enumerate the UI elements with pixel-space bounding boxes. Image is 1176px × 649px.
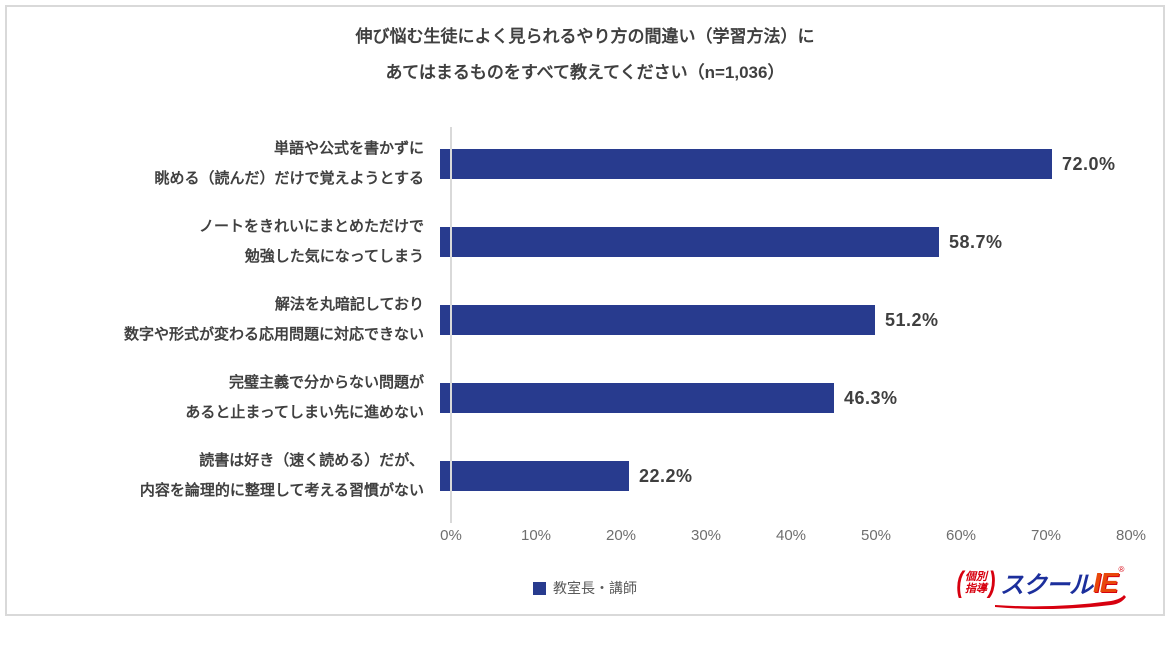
x-tick: 30% [690,527,722,544]
logo-registered-mark: ® [1118,565,1125,574]
y-axis-line [450,127,452,523]
x-tick: 20% [605,527,637,544]
x-tick: 0% [440,527,462,544]
value-label: 51.2% [885,309,939,330]
logo-ie-text: IE [1093,566,1118,598]
x-tick: 10% [520,527,552,544]
legend: 教室長・講師 [7,577,1163,599]
logo-swoosh-left: ( [956,565,964,599]
category-row: 単語や公式を書かずに 眺める（読んだ）だけで覚えようとする 72.0% [7,125,1163,203]
logo-swoosh-right: ) [988,565,996,599]
legend-label: 教室長・講師 [553,580,637,596]
bar [440,461,629,491]
chart-title-line2: あてはまるものをすべて教えてください（n=1,036） [385,62,785,82]
category-row: 完璧主義で分からない問題が あると止まってしまい先に進めない 46.3% [7,359,1163,437]
logo-school-text: スクール [1000,572,1093,599]
value-label: 72.0% [1062,153,1116,174]
category-row: 解法を丸暗記しており 数字や形式が変わる応用問題に対応できない 51.2% [7,281,1163,359]
chart-title: 伸び悩む生徒によく見られるやり方の間違い（学習方法）に あてはまるものをすべて教… [7,19,1163,90]
category-row: ノートをきれいにまとめただけで 勉強した気になってしまう 58.7% [7,203,1163,281]
x-tick: 80% [1115,527,1147,544]
category-label: 解法を丸暗記しており 数字や形式が変わる応用問題に対応できない [123,296,424,343]
bar [440,227,939,257]
category-label: ノートをきれいにまとめただけで 勉強した気になってしまう [198,218,424,265]
x-tick: 50% [860,527,892,544]
school-ie-logo: ( 個別 指導 ) スクール IE ® [955,559,1135,611]
logo-underline-swoosh-icon [995,595,1126,609]
category-row: 読書は好き（速く読める）だが、 内容を論理的に整理して考える習慣がない 22.2… [7,437,1163,515]
category-label: 読書は好き（速く読める）だが、 内容を論理的に整理して考える習慣がない [139,452,424,499]
x-tick: 70% [1030,527,1062,544]
chart-frame: 伸び悩む生徒によく見られるやり方の間違い（学習方法）に あてはまるものをすべて教… [5,5,1165,616]
x-tick: 60% [945,527,977,544]
bar [440,149,1052,179]
x-tick: 40% [775,527,807,544]
bar [440,383,834,413]
category-label: 完璧主義で分からない問題が あると止まってしまい先に進めない [185,374,424,421]
plot-area: 単語や公式を書かずに 眺める（読んだ）だけで覚えようとする 72.0% ノートを… [7,125,1163,523]
value-label: 58.7% [949,231,1003,252]
logo-kobetsu-shido: 個別 指導 [965,570,987,595]
category-label: 単語や公式を書かずに 眺める（読んだ）だけで覚えようとする [154,140,424,187]
value-label: 22.2% [639,465,693,486]
bar [440,305,875,335]
x-axis: 0% 10% 20% 30% 40% 50% 60% 70% 80% [440,527,1146,549]
chart-title-line1: 伸び悩む生徒によく見られるやり方の間違い（学習方法）に [355,27,815,46]
legend-marker-icon [533,581,546,595]
value-label: 46.3% [844,387,898,408]
